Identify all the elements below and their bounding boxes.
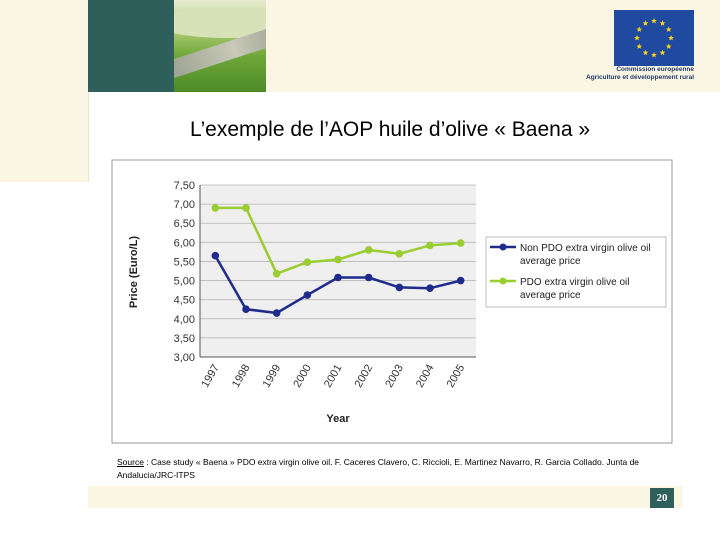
data-point-non-pdo (303, 291, 312, 299)
data-point-pdo (426, 241, 434, 250)
legend-box (485, 236, 667, 308)
eu-caption: Commission européenne Agriculture et dév… (560, 66, 694, 82)
landscape-photo (174, 0, 266, 92)
y-tick-label: 6,50 (174, 218, 195, 230)
series-points (211, 204, 465, 317)
data-point-pdo (395, 250, 404, 258)
data-point-pdo (303, 258, 312, 267)
y-axis-label: Price (Euro/L) (128, 236, 140, 308)
y-tick-label: 4,50 (174, 295, 195, 307)
y-tick-label: 5,00 (174, 276, 195, 288)
y-tick-label: 3,50 (174, 333, 195, 345)
eu-star-icon (659, 49, 666, 56)
data-point-pdo (334, 255, 342, 264)
data-point-pdo (456, 239, 465, 247)
data-point-pdo (242, 204, 250, 212)
eu-star-icon (636, 43, 643, 49)
eu-star-icon (651, 52, 657, 58)
eu-star-icon (651, 18, 657, 24)
data-point-pdo (364, 246, 373, 254)
data-point-non-pdo (334, 273, 342, 282)
legend-label-non-pdo-line2: average price (520, 256, 581, 267)
eu-star-icon (665, 26, 672, 32)
eu-flag-logo (614, 10, 694, 66)
x-axis-label: Year (326, 413, 350, 425)
header-green-block (88, 0, 174, 92)
data-point-non-pdo (242, 305, 250, 314)
eu-star-icon (642, 49, 649, 56)
legend-label-pdo-line1: PDO extra virgin olive oil (520, 277, 629, 288)
eu-caption-line1: Commission européenne (616, 66, 694, 73)
left-decor-strip (0, 92, 89, 182)
y-tick-label: 4,00 (174, 314, 195, 326)
page-number: 20 (650, 488, 674, 508)
y-tick-label: 6,00 (174, 237, 195, 249)
source-note: Source : Case study « Baena » PDO extra … (117, 456, 677, 482)
data-point-pdo (211, 204, 220, 212)
data-point-non-pdo (272, 309, 281, 317)
legend-label-non-pdo-line1: Non PDO extra virgin olive oil (520, 243, 651, 254)
slide-title: L’exemple de l’AOP huile d’olive « Baena… (189, 118, 591, 141)
source-text: : Case study « Baena » PDO extra virgin … (117, 457, 640, 480)
eu-star-icon (636, 26, 643, 32)
eu-star-icon (665, 43, 672, 49)
legend-marker-non-pdo (499, 243, 507, 251)
data-point-non-pdo (211, 251, 220, 260)
legend-marker-pdo (499, 277, 507, 285)
data-point-pdo (272, 269, 281, 278)
plot-area (200, 185, 476, 357)
data-point-non-pdo (426, 284, 434, 293)
y-tick-label: 3,00 (174, 352, 195, 364)
y-tick-label: 5,50 (174, 256, 195, 268)
eu-caption-line2: Agriculture et développement rural (586, 74, 694, 81)
data-point-non-pdo (364, 273, 373, 282)
eu-star-icon (668, 35, 674, 41)
y-tick-labels: 3,00 3,50 4,00 4,50 5,00 5,50 6,00 6,50 7,00 7,50 (174, 180, 195, 364)
y-tick-label: 7,00 (174, 199, 195, 211)
chart-legend: Non PDO extra virgin olive oil average p… (485, 236, 667, 308)
eu-star-icon (642, 20, 649, 26)
eu-star-icon (634, 35, 640, 41)
eu-star-icon (659, 20, 666, 26)
eu-stars-icon (634, 18, 674, 58)
data-point-non-pdo (456, 276, 465, 285)
footer-band (88, 486, 682, 508)
data-point-non-pdo (395, 283, 404, 292)
legend-label-pdo-line2: average price (520, 290, 581, 301)
y-tick-label: 7,50 (174, 180, 195, 192)
source-label: Source (117, 457, 144, 467)
